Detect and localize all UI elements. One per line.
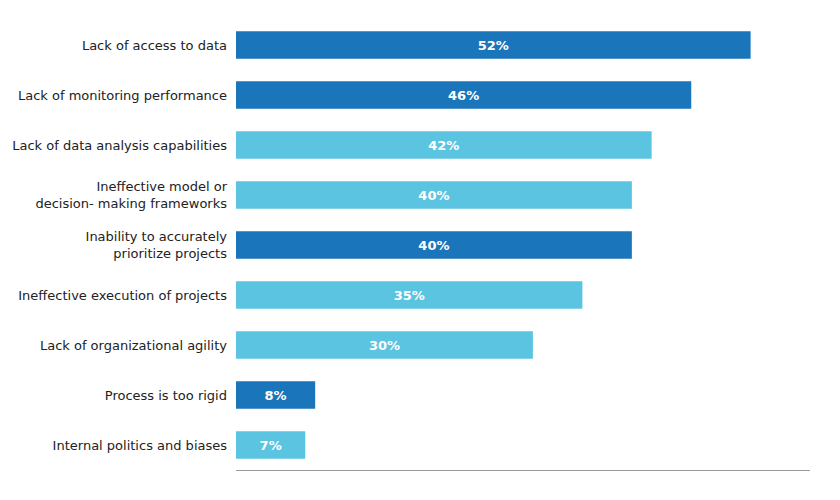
svg-text:52%: 52% [478, 38, 509, 53]
svg-text:40%: 40% [418, 238, 449, 253]
svg-text:30%: 30% [369, 338, 400, 353]
svg-text:46%: 46% [448, 88, 479, 103]
svg-text:35%: 35% [394, 288, 425, 303]
svg-text:Ineffective model ordecision-: Ineffective model ordecision- making fra… [35, 179, 227, 211]
svg-text:Lack of organizational agility: Lack of organizational agility [40, 338, 227, 353]
svg-text:Process is too rigid: Process is too rigid [105, 388, 227, 403]
svg-text:40%: 40% [418, 188, 449, 203]
svg-text:Inability to accuratelypriorit: Inability to accuratelyprioritize projec… [86, 229, 228, 261]
svg-text:Lack of monitoring performance: Lack of monitoring performance [18, 88, 227, 103]
svg-text:Internal politics and biases: Internal politics and biases [53, 438, 228, 453]
svg-text:Lack of access to data: Lack of access to data [82, 38, 227, 53]
svg-text:8%: 8% [265, 388, 287, 403]
svg-text:Ineffective execution of proje: Ineffective execution of projects [18, 288, 227, 303]
svg-text:Lack of data analysis capabili: Lack of data analysis capabilities [12, 138, 227, 153]
svg-text:42%: 42% [428, 138, 459, 153]
svg-text:7%: 7% [260, 438, 282, 453]
